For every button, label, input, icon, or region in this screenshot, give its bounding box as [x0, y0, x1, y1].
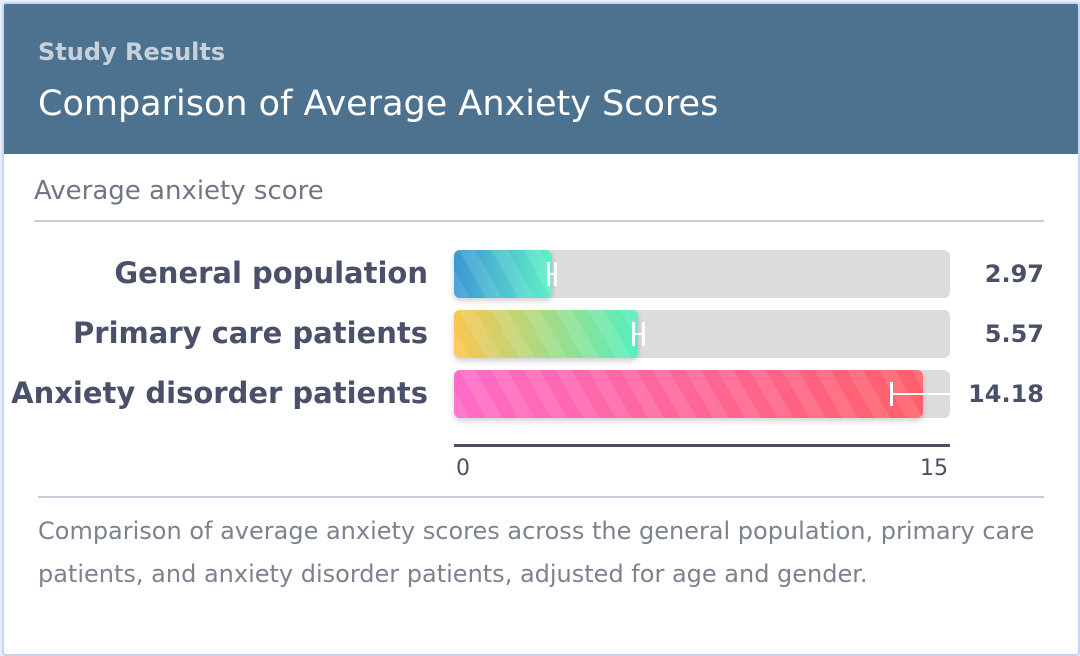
- x-tick-label: 15: [920, 456, 948, 481]
- chart-caption: Comparison of average anxiety scores acr…: [38, 517, 1035, 588]
- bar-value-label: 5.57: [984, 320, 1044, 348]
- top-divider: [34, 220, 1044, 222]
- metric-label: Average anxiety score: [34, 176, 324, 206]
- bottom-divider: [38, 496, 1044, 498]
- bar: [454, 250, 553, 298]
- x-tick-label: 0: [456, 456, 470, 481]
- card-header: Study Results Comparison of Average Anxi…: [4, 4, 1078, 154]
- bar-label: Anxiety disorder patients: [11, 376, 428, 410]
- bar: [454, 370, 923, 418]
- error-bar: [889, 382, 950, 406]
- bar-track: [454, 370, 950, 418]
- bar: [454, 310, 639, 358]
- error-bar: [631, 322, 645, 346]
- chart-title: Comparison of Average Anxiety Scores: [38, 84, 719, 124]
- eyebrow-label: Study Results: [38, 38, 226, 66]
- bar-label: General population: [114, 256, 428, 290]
- bar-track: [454, 250, 950, 298]
- error-bar: [547, 262, 558, 286]
- bar-label: Primary care patients: [73, 316, 428, 350]
- bar-value-label: 2.97: [984, 260, 1044, 288]
- x-axis-line: [454, 444, 950, 447]
- bar-value-label: 14.18: [968, 380, 1044, 408]
- bar-track: [454, 310, 950, 358]
